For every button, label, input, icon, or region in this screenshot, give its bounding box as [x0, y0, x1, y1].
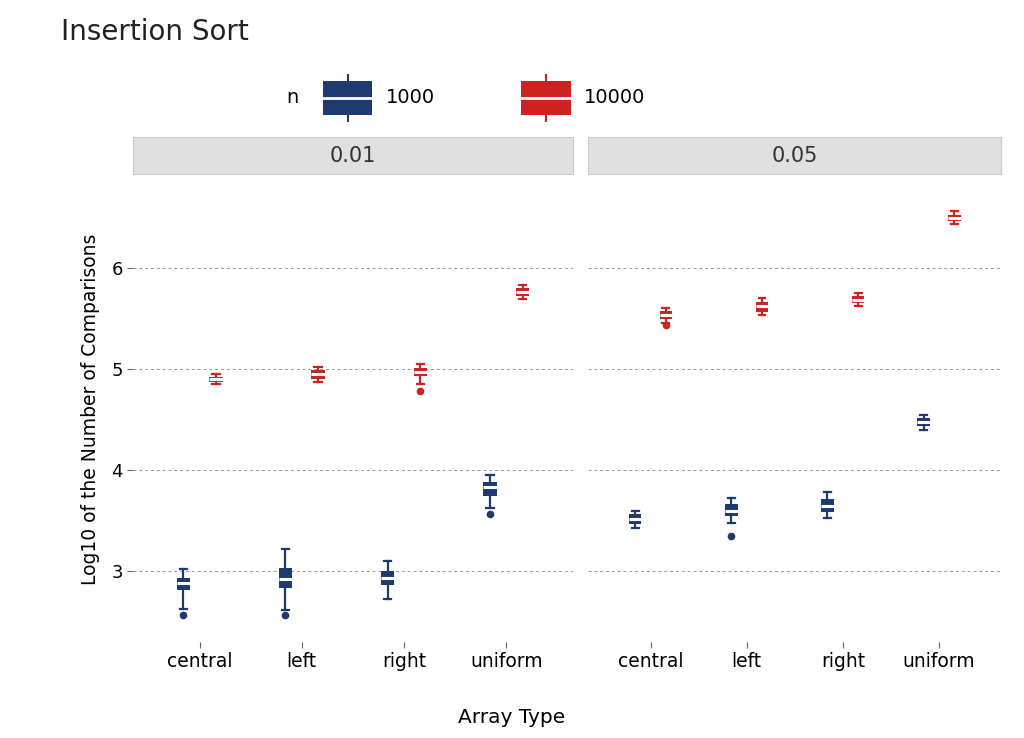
Bar: [516, 289, 529, 297]
Text: 0.01: 0.01: [330, 145, 376, 166]
Bar: [323, 81, 373, 114]
Bar: [279, 568, 292, 588]
Text: 0.05: 0.05: [771, 145, 818, 166]
Bar: [381, 571, 394, 585]
Text: Insertion Sort: Insertion Sort: [61, 18, 249, 46]
Bar: [852, 297, 864, 303]
Bar: [521, 81, 570, 114]
Bar: [918, 418, 930, 426]
Bar: [311, 370, 325, 379]
Bar: [629, 514, 641, 524]
Bar: [659, 311, 672, 319]
Bar: [821, 499, 834, 511]
Bar: [414, 368, 427, 376]
Text: Array Type: Array Type: [459, 708, 565, 727]
Bar: [176, 579, 189, 590]
Bar: [209, 377, 222, 382]
Bar: [756, 303, 768, 311]
Bar: [948, 215, 961, 221]
Text: n: n: [287, 89, 299, 107]
Y-axis label: Log10 of the Number of Comparisons: Log10 of the Number of Comparisons: [81, 234, 100, 585]
Bar: [725, 503, 737, 516]
Bar: [483, 483, 497, 495]
Text: 1000: 1000: [386, 89, 435, 107]
Text: 10000: 10000: [584, 89, 645, 107]
